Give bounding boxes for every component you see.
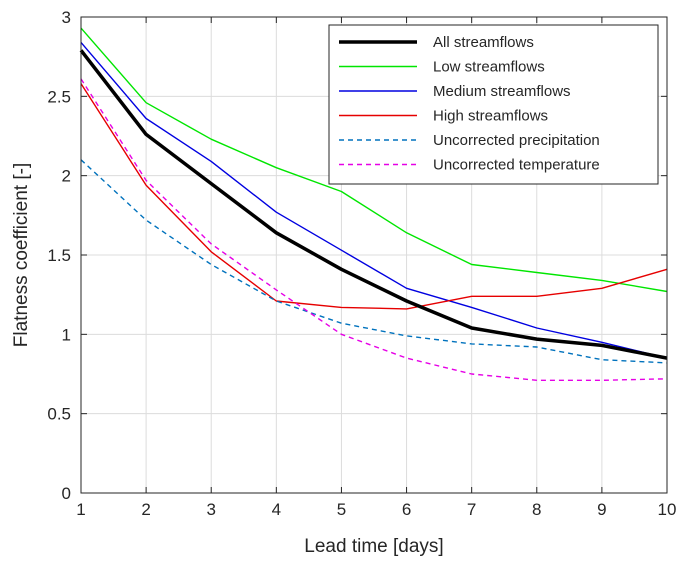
x-tick-label: 9 (597, 500, 606, 519)
x-tick-label: 2 (141, 500, 150, 519)
x-tick-label: 3 (206, 500, 215, 519)
series-line-high-streamflows (80, 83, 668, 310)
legend-label-low-streamflows: Low streamflows (433, 59, 545, 76)
y-tick-label: 3 (62, 8, 71, 27)
x-tick-label: 10 (658, 500, 677, 519)
legend-label-uncorrected-precipitation: Uncorrected precipitation (433, 132, 600, 149)
legend-label-uncorrected-temperature: Uncorrected temperature (433, 157, 600, 174)
series-line-all-streamflows (79, 49, 668, 360)
legend-label-all-streamflows: All streamflows (433, 34, 534, 51)
y-tick-label: 1 (62, 325, 71, 344)
x-axis-title: Lead time [days] (304, 536, 443, 557)
x-tick-label: 7 (467, 500, 476, 519)
legend: All streamflows Low streamflows Medium str… (328, 24, 659, 185)
x-tick-label: 6 (402, 500, 411, 519)
legend-box (328, 24, 659, 185)
y-tick-label: 0 (62, 484, 71, 503)
series-line-low-streamflows (80, 27, 668, 293)
series-line-uncorrected-temperature (80, 78, 668, 381)
x-tick-label: 4 (272, 500, 281, 519)
y-tick-label: 1.5 (47, 246, 71, 265)
legend-label-high-streamflows: High streamflows (433, 108, 548, 125)
x-tick-label: 8 (532, 500, 541, 519)
series-line-medium-streamflows (80, 41, 668, 359)
legend-label-medium-streamflows: Medium streamflows (433, 83, 571, 100)
y-axis-title: Flatness coefficient [-] (11, 163, 32, 347)
series-lines (79, 27, 668, 381)
y-tick-label: 0.5 (47, 405, 71, 424)
x-tick-label: 1 (76, 500, 85, 519)
x-tick-label: 5 (337, 500, 346, 519)
y-tick-label: 2 (62, 167, 71, 186)
axis-ticks: 1 2 3 4 5 6 7 8 9 10 0 0.5 1 1.5 2 2.5 3 (47, 8, 676, 519)
series-line-uncorrected-precipitation (80, 159, 668, 364)
y-tick-label: 2.5 (47, 87, 71, 106)
